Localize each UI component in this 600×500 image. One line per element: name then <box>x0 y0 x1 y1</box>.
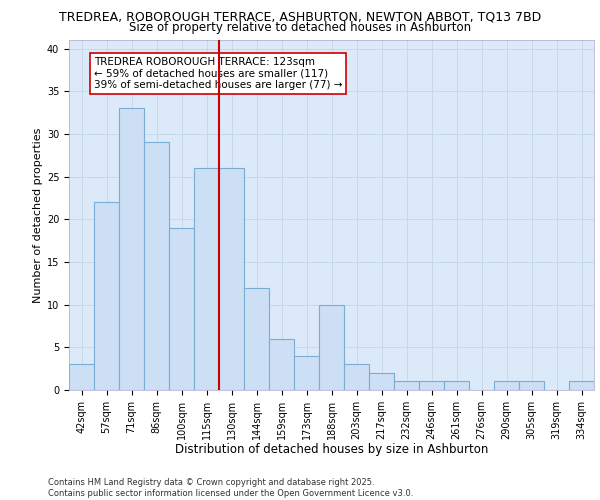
Bar <box>369 373 394 390</box>
Bar <box>569 382 594 390</box>
X-axis label: Distribution of detached houses by size in Ashburton: Distribution of detached houses by size … <box>175 444 488 456</box>
Y-axis label: Number of detached properties: Number of detached properties <box>32 128 43 302</box>
Bar <box>219 168 244 390</box>
Bar <box>169 228 194 390</box>
Text: Size of property relative to detached houses in Ashburton: Size of property relative to detached ho… <box>129 21 471 34</box>
Bar <box>194 168 219 390</box>
Bar <box>294 356 319 390</box>
Text: TREDREA ROBOROUGH TERRACE: 123sqm
← 59% of detached houses are smaller (117)
39%: TREDREA ROBOROUGH TERRACE: 123sqm ← 59% … <box>94 57 343 90</box>
Bar <box>119 108 144 390</box>
Bar <box>494 382 519 390</box>
Bar <box>394 382 419 390</box>
Bar <box>319 304 344 390</box>
Text: TREDREA, ROBOROUGH TERRACE, ASHBURTON, NEWTON ABBOT, TQ13 7BD: TREDREA, ROBOROUGH TERRACE, ASHBURTON, N… <box>59 11 541 24</box>
Bar <box>94 202 119 390</box>
Bar <box>69 364 94 390</box>
Text: Contains HM Land Registry data © Crown copyright and database right 2025.
Contai: Contains HM Land Registry data © Crown c… <box>48 478 413 498</box>
Bar <box>269 339 294 390</box>
Bar <box>144 142 169 390</box>
Bar <box>344 364 369 390</box>
Bar <box>444 382 469 390</box>
Bar <box>419 382 444 390</box>
Bar <box>519 382 544 390</box>
Bar <box>244 288 269 390</box>
